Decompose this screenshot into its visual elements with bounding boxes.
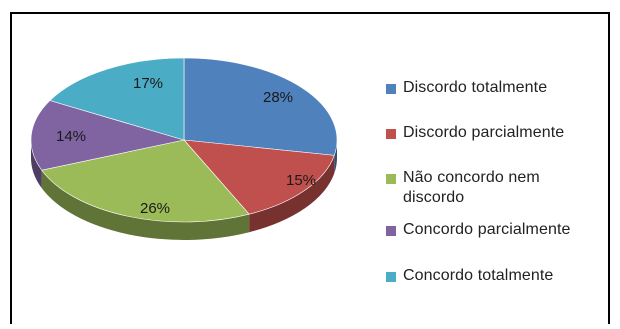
pie-slice-3 <box>30 100 185 171</box>
legend-swatch <box>386 84 396 94</box>
legend-label: Não concordo nem discordo <box>403 168 540 208</box>
pie-side-2 <box>41 170 250 240</box>
legend-swatch <box>386 272 396 282</box>
pie-value-label-0: 28% <box>263 89 293 106</box>
legend-item-discordo-totalmente: Discordo totalmente <box>386 78 616 123</box>
pie-slices <box>30 57 338 223</box>
pie-value-label-2: 26% <box>140 200 170 217</box>
legend-label: Discordo totalmente <box>403 79 548 96</box>
legend-swatch <box>386 174 396 184</box>
legend-label-line-2: discordo <box>403 189 465 206</box>
pie-value-label-1: 15% <box>286 172 316 189</box>
chart-legend: Discordo totalmente Discordo parcialment… <box>386 78 616 296</box>
pie-value-label-4: 17% <box>133 75 163 92</box>
legend-item-concordo-totalmente: Concordo totalmente <box>386 266 616 296</box>
legend-label-line-1: Não concordo nem <box>403 169 540 186</box>
pie-slice-2 <box>41 139 250 223</box>
legend-item-discordo-parcialmente: Discordo parcialmente <box>386 123 616 168</box>
legend-swatch <box>386 129 396 139</box>
legend-swatch <box>386 226 396 236</box>
pie-slice-4 <box>49 57 185 141</box>
legend-label: Concordo totalmente <box>403 267 554 284</box>
legend-item-nao-concordo-nem-discordo: Não concordo nem discordo <box>386 168 616 220</box>
legend-label: Concordo parcialmente <box>403 221 571 238</box>
legend-label: Discordo parcialmente <box>403 124 565 141</box>
pie-side-1 <box>249 155 335 233</box>
pie-value-labels: 28% 15% 26% 14% 17% <box>56 75 316 217</box>
pie-slice-1 <box>183 139 335 215</box>
pie-side-3 <box>31 140 42 189</box>
pie-value-label-3: 14% <box>56 128 86 145</box>
pie-slice-0 <box>183 57 338 156</box>
legend-item-concordo-parcialmente: Concordo parcialmente <box>386 220 616 266</box>
